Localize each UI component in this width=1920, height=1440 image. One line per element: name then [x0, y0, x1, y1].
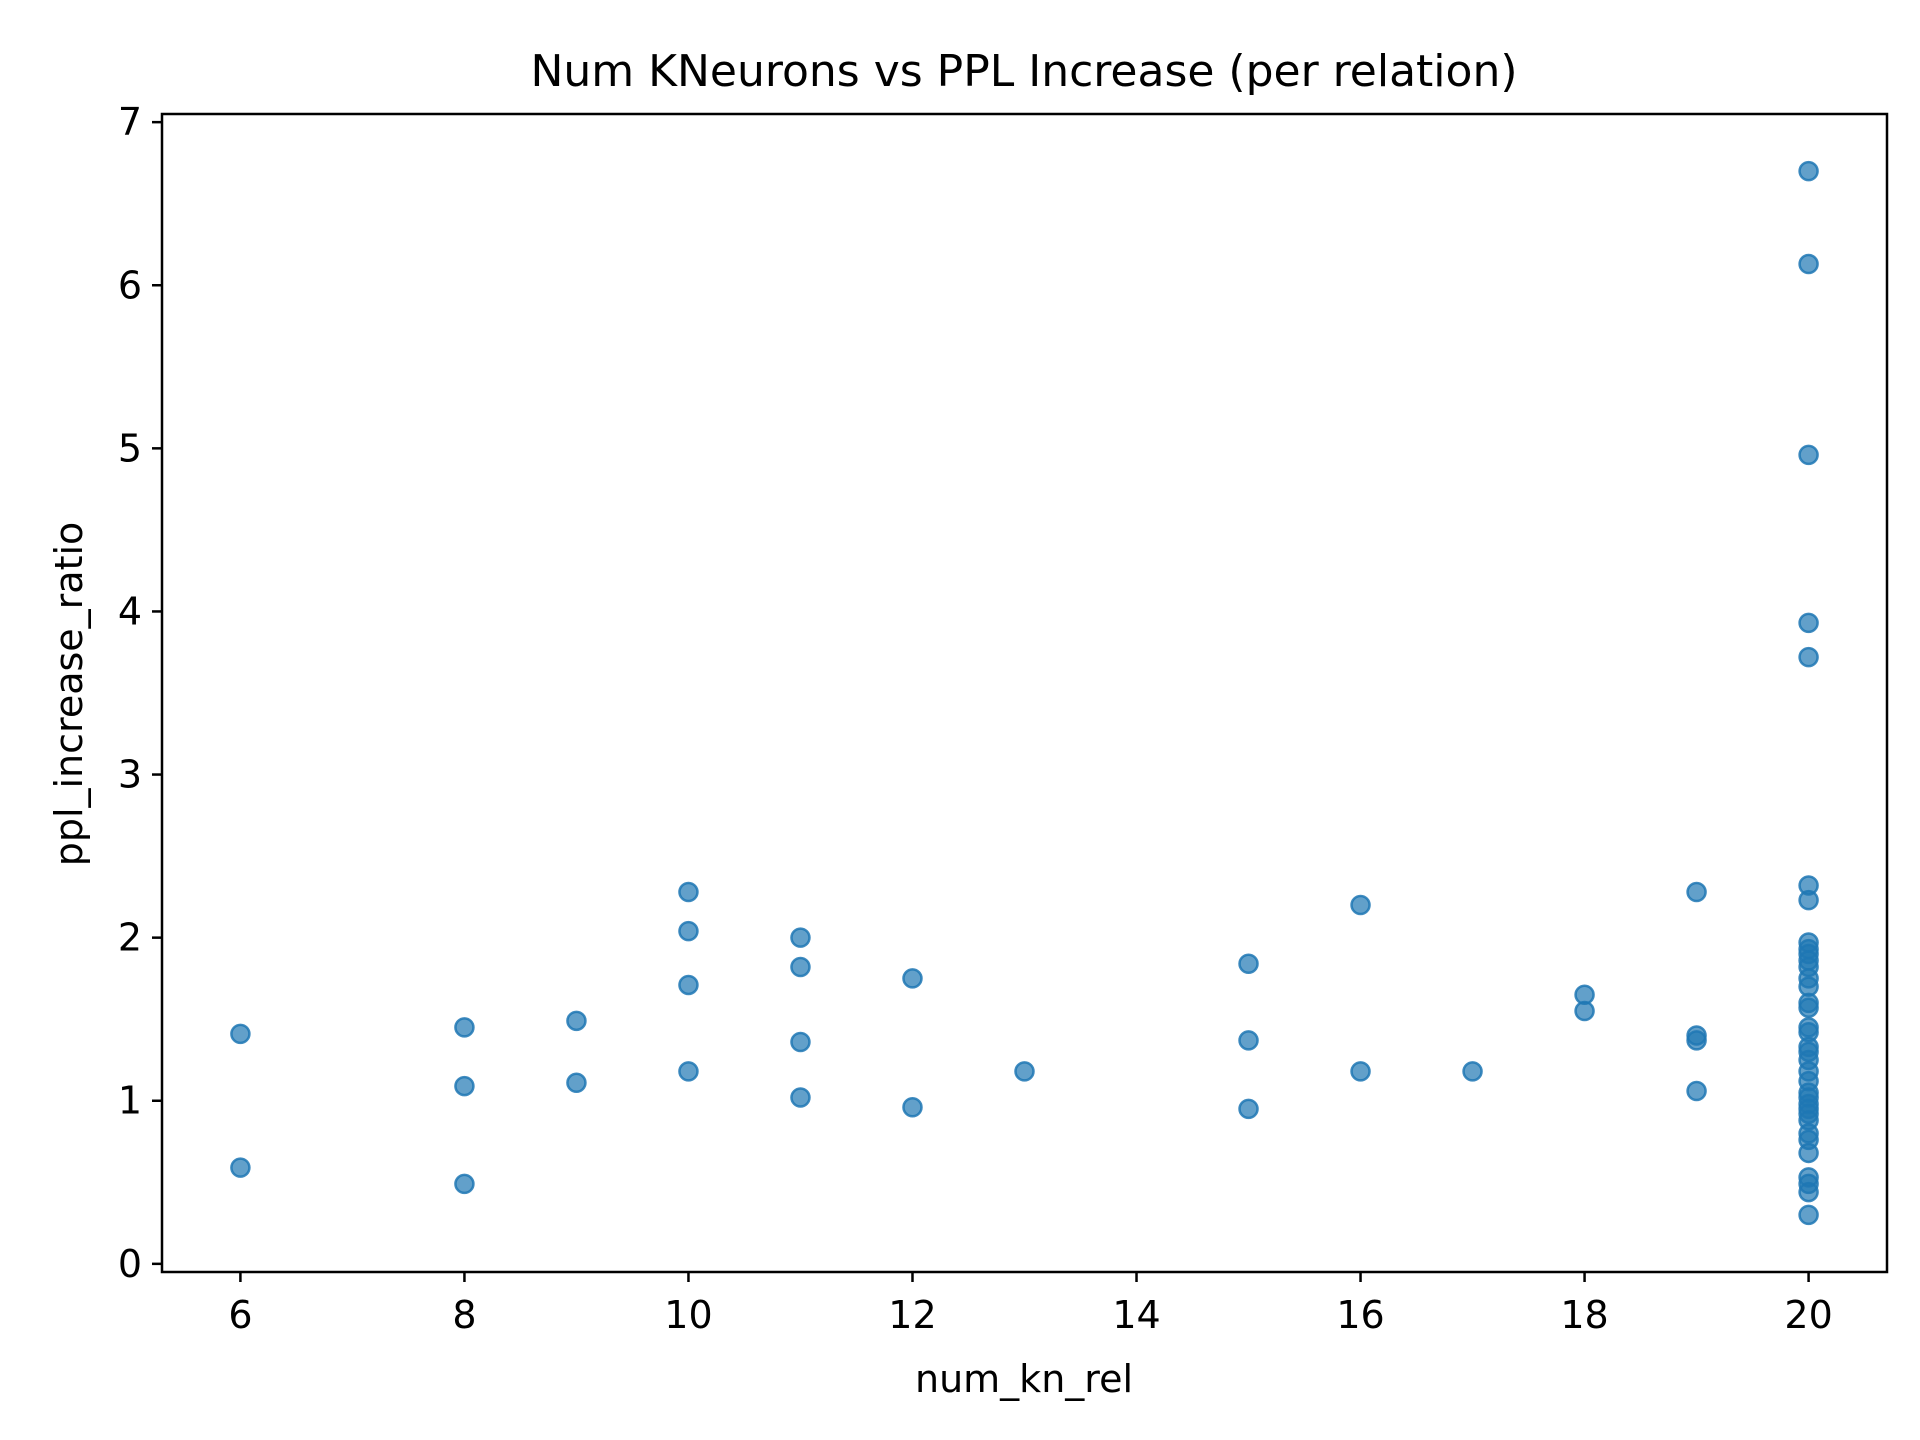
data-point — [1686, 881, 1707, 903]
data-point — [566, 1010, 587, 1032]
data-point — [1798, 444, 1819, 466]
data-point — [1686, 1030, 1707, 1051]
x-axis-label: num_kn_rel — [915, 1357, 1133, 1401]
data-point — [790, 956, 811, 978]
y-tick-label: 5 — [118, 426, 142, 470]
x-tick-label: 14 — [1112, 1293, 1160, 1337]
y-tick-label: 3 — [118, 753, 142, 797]
data-point — [230, 1023, 251, 1045]
data-point — [1798, 1181, 1819, 1203]
data-point — [1798, 889, 1819, 911]
data-point — [454, 1075, 475, 1097]
x-tick-label: 12 — [888, 1293, 936, 1337]
data-point — [1798, 997, 1819, 1019]
data-point — [1238, 1098, 1259, 1120]
data-point — [1798, 160, 1819, 182]
data-point — [230, 1157, 251, 1178]
y-tick-label: 6 — [118, 263, 142, 307]
data-point — [678, 1061, 699, 1082]
x-tick-label: 20 — [1784, 1293, 1832, 1337]
plot-frame — [160, 112, 1889, 1274]
data-point — [902, 968, 923, 989]
data-point — [678, 881, 699, 903]
data-point — [790, 927, 811, 948]
y-tick-label: 0 — [118, 1242, 142, 1286]
data-point — [1798, 1142, 1819, 1164]
data-point — [1350, 1061, 1371, 1082]
x-tick-label: 16 — [1336, 1293, 1384, 1337]
data-point — [678, 920, 699, 942]
data-point — [454, 1173, 475, 1195]
data-point — [902, 1097, 923, 1118]
data-point — [1798, 612, 1819, 634]
x-tick-label: 8 — [452, 1293, 476, 1337]
data-point — [1686, 1080, 1707, 1102]
data-point — [1238, 953, 1259, 974]
data-point — [1462, 1061, 1483, 1082]
data-point — [1798, 646, 1819, 668]
y-axis-label: ppl_increase_ratio — [47, 522, 91, 867]
data-point — [790, 1087, 811, 1108]
y-tick-label: 4 — [118, 589, 142, 633]
y-tick-label: 2 — [118, 916, 142, 960]
y-tick-label: 1 — [118, 1079, 142, 1123]
data-point — [1574, 1000, 1595, 1022]
data-point — [1798, 253, 1819, 275]
x-tick-label: 6 — [228, 1293, 252, 1337]
x-tick-label: 18 — [1560, 1293, 1608, 1337]
data-point — [1350, 894, 1371, 916]
chart-title: Num KNeurons vs PPL Increase (per relati… — [531, 46, 1518, 97]
x-tick-label: 10 — [664, 1293, 712, 1337]
data-point — [454, 1017, 475, 1038]
data-point — [1238, 1030, 1259, 1051]
data-point — [1014, 1061, 1035, 1082]
data-point — [1798, 1204, 1819, 1226]
data-point — [678, 974, 699, 996]
y-axis-ticks: 0 1 2 3 4 5 6 7 — [118, 100, 162, 1286]
points-layer — [230, 160, 1819, 1226]
y-tick-label: 7 — [118, 100, 142, 144]
data-point — [790, 1031, 811, 1053]
x-axis-ticks: 6 8 10 12 14 16 18 20 — [228, 1272, 1833, 1337]
data-point — [566, 1072, 587, 1094]
